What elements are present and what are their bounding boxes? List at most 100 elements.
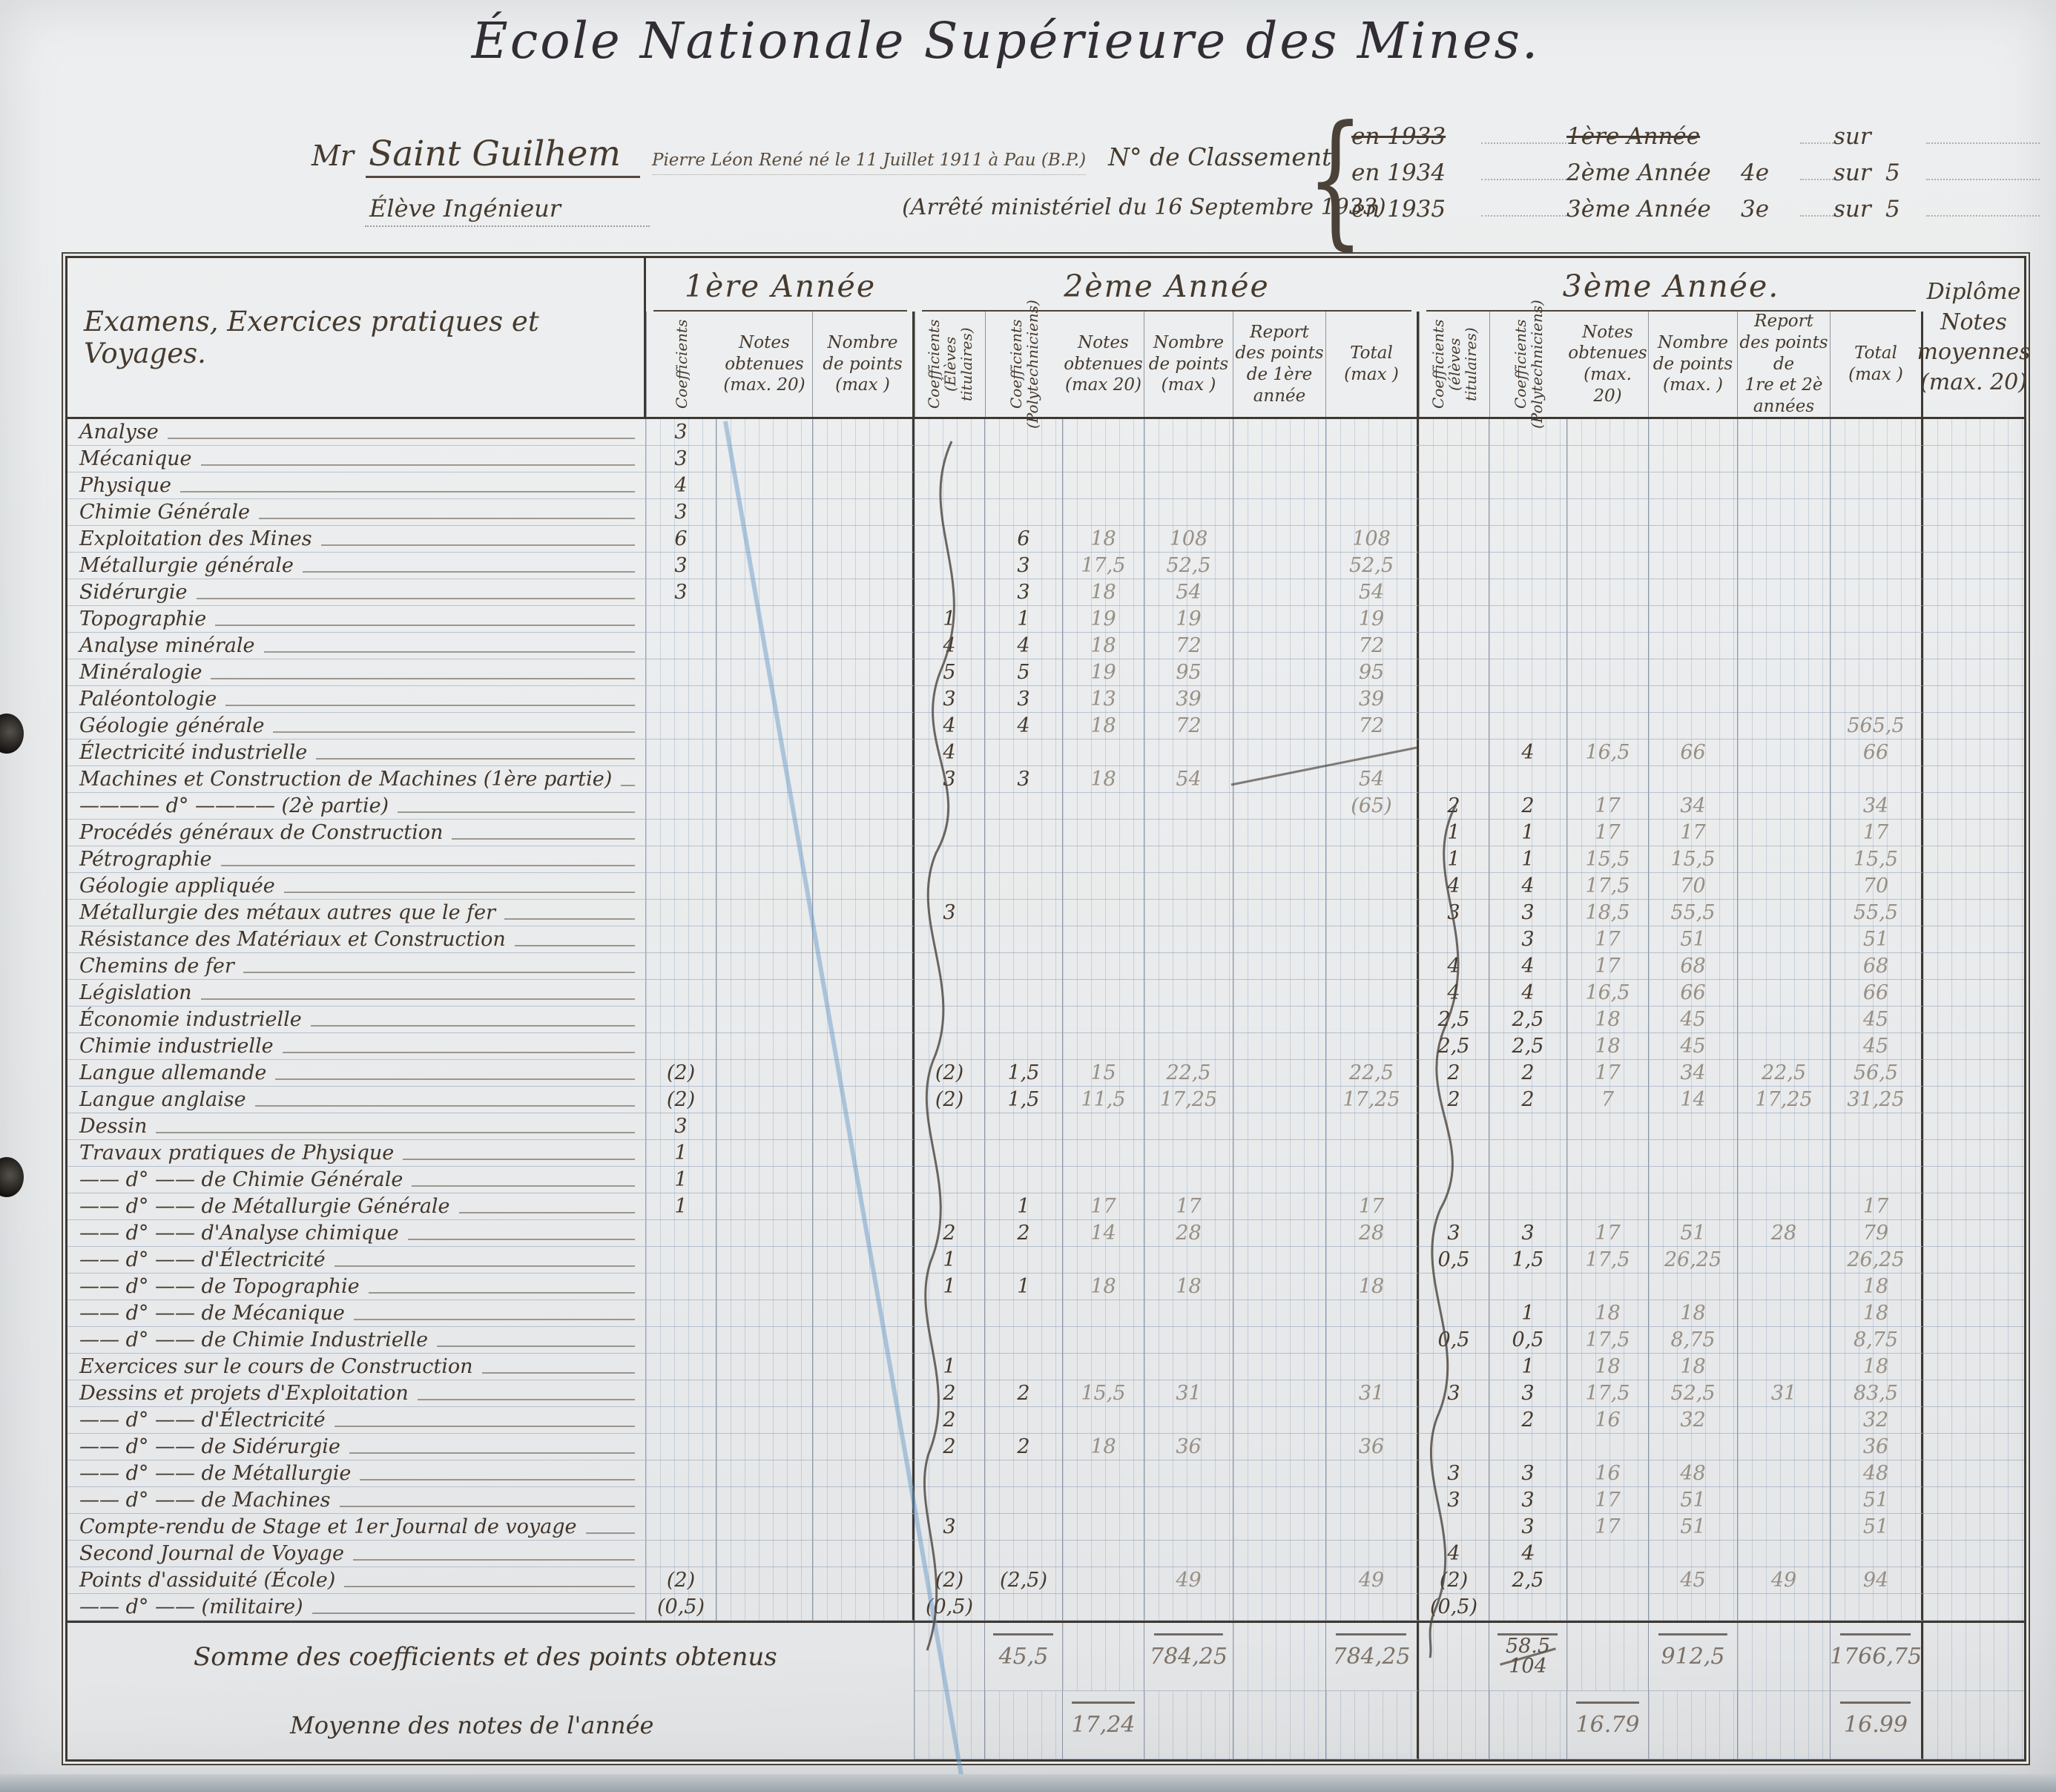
year-row-3: en 1935 3ème Année 3e sur 5 [1351, 190, 2040, 226]
cell-notes-2e [1063, 499, 1144, 526]
cell-points-2e: 18 [1144, 1274, 1233, 1300]
row-label: —— d° —— de Machines [79, 1489, 331, 1512]
cell-coef-poly-3e: 4 [1489, 873, 1567, 900]
cell-points-3e: 66 [1649, 739, 1738, 766]
cell-diplome [1923, 1247, 2024, 1274]
cell-points-3e: 66 [1649, 980, 1738, 1007]
cell-notes-1ere [716, 1514, 813, 1541]
cell-points-3e [1649, 526, 1738, 553]
cell-coef-1ere: (0,5) [646, 1594, 716, 1621]
cell-report-3e [1738, 793, 1831, 820]
header-y2-report: Report des points de 1ère année [1233, 312, 1326, 417]
cell-coef-poly-2e [985, 1407, 1063, 1434]
table-row: Chimie Générale 3 [67, 499, 2024, 526]
cell-coef-poly-3e: 1 [1489, 846, 1567, 873]
cell-notes-2e [1063, 980, 1144, 1007]
cell-points-1ere [813, 1167, 915, 1193]
cell-notes-2e [1063, 1300, 1144, 1327]
cell-notes-3e: 16 [1567, 1407, 1649, 1434]
cell-points-3e: 34 [1649, 1060, 1738, 1087]
cell-empty [1649, 1691, 1738, 1759]
cell-points-3e [1649, 766, 1738, 793]
cell-total-3e [1831, 1113, 1923, 1140]
cell-coef-eleves-3e: 3 [1419, 1380, 1489, 1407]
header-y2-coef-poly: Coefficients (Polytechniciens) [985, 300, 1063, 429]
cell-report-2e [1233, 1541, 1326, 1567]
cell-total-2e [1326, 1594, 1419, 1621]
row-label-cell: —— d° —— de Métallurgie Générale [67, 1193, 646, 1220]
leader-line [339, 1506, 635, 1507]
cell-total-3e: 51 [1831, 1514, 1923, 1541]
cell-points-3e [1649, 1167, 1738, 1193]
moyenne-label: Moyenne des notes de l'année [67, 1691, 915, 1759]
row-label-cell: Géologie appliquée [67, 873, 646, 900]
cell-coef-eleves-2e [915, 1167, 985, 1193]
cell-points-3e: 18 [1649, 1354, 1738, 1380]
cell-points-1ere [813, 766, 915, 793]
cell-notes-2e [1063, 1247, 1144, 1274]
cell-notes-1ere [716, 1247, 813, 1274]
cell-notes-1ere [716, 526, 813, 553]
cell-notes-1ere [716, 1434, 813, 1460]
cell-diplome [1923, 1033, 2024, 1060]
row-label-cell: Sidérurgie [67, 579, 646, 606]
cell-coef-eleves-3e [1419, 1167, 1489, 1193]
cell-total-3e [1831, 606, 1923, 633]
cell-notes-2e [1063, 1407, 1144, 1434]
cell-diplome [1923, 659, 2024, 686]
cell-report-2e [1233, 1247, 1326, 1274]
cell-notes-1ere [716, 820, 813, 846]
cell-coef-eleves-3e: 2,5 [1419, 1007, 1489, 1033]
cell-report-3e [1738, 900, 1831, 926]
cell-total-3e: 565,5 [1831, 713, 1923, 739]
cell-coef-eleves-2e: 2 [915, 1220, 985, 1247]
row-label-cell: Procédés généraux de Construction [67, 820, 646, 846]
cell-diplome [1923, 873, 2024, 900]
header-year3: 3ème Année. [1426, 263, 1916, 312]
cell-coef-eleves-2e [915, 1327, 985, 1354]
cell-report-2e [1233, 1060, 1326, 1087]
row-label-cell: Machines et Construction de Machines (1è… [67, 766, 646, 793]
cell-total-2e [1326, 446, 1419, 472]
cell-report-3e [1738, 1113, 1831, 1140]
cell-empty [1233, 1691, 1326, 1759]
cell-report-3e [1738, 1354, 1831, 1380]
cell-diplome [1923, 1060, 2024, 1087]
cell-diplome [1923, 926, 2024, 953]
cell-points-1ere [813, 980, 915, 1007]
row-label: Métallurgie générale [79, 554, 294, 577]
cell-points-1ere [813, 953, 915, 980]
table-row: —— d° —— d'Électricité 1 0,5 1,5 17,5 26… [67, 1247, 2024, 1274]
row-label: —— d° —— de Chimie Générale [79, 1168, 403, 1191]
row-label-cell: Chemins de fer [67, 953, 646, 980]
cell-points-3e [1649, 419, 1738, 446]
cell-empty [915, 1623, 985, 1691]
cell-points-1ere [813, 1220, 915, 1247]
cell-report-2e [1233, 1487, 1326, 1514]
cell-notes-3e: 18 [1567, 1300, 1649, 1327]
cell-total-3e [1831, 526, 1923, 553]
leader-line [368, 1292, 635, 1294]
cell-notes-2e: 18 [1063, 1434, 1144, 1460]
cell-coef-eleves-3e: 4 [1419, 980, 1489, 1007]
cell-coef-1ere: (2) [646, 1567, 716, 1594]
cell-report-3e [1738, 953, 1831, 980]
cell-points-1ere [813, 1594, 915, 1621]
cell-notes-1ere [716, 446, 813, 472]
cell-coef-eleves-3e [1419, 606, 1489, 633]
classement-brace: { [1306, 95, 1365, 264]
row-label: Second Journal de Voyage [79, 1542, 344, 1565]
cell-empty [1923, 1691, 2024, 1759]
row-label: —— d° —— de Chimie Industrielle [79, 1328, 429, 1351]
cell-diplome [1923, 686, 2024, 713]
row-label: Exploitation des Mines [79, 527, 312, 550]
cell-notes-3e [1567, 1541, 1649, 1567]
row-label: Topographie [79, 607, 207, 630]
cell-points-3e: 55,5 [1649, 900, 1738, 926]
cell-coef-1ere: 3 [646, 1113, 716, 1140]
cell-total-2e [1326, 1487, 1419, 1514]
cell-coef-eleves-3e [1419, 659, 1489, 686]
cell-points-3e [1649, 686, 1738, 713]
header-y2-coef-eleves: Coefficients (Élèves titulaires) [915, 312, 985, 417]
dotted-line [1926, 117, 2040, 144]
